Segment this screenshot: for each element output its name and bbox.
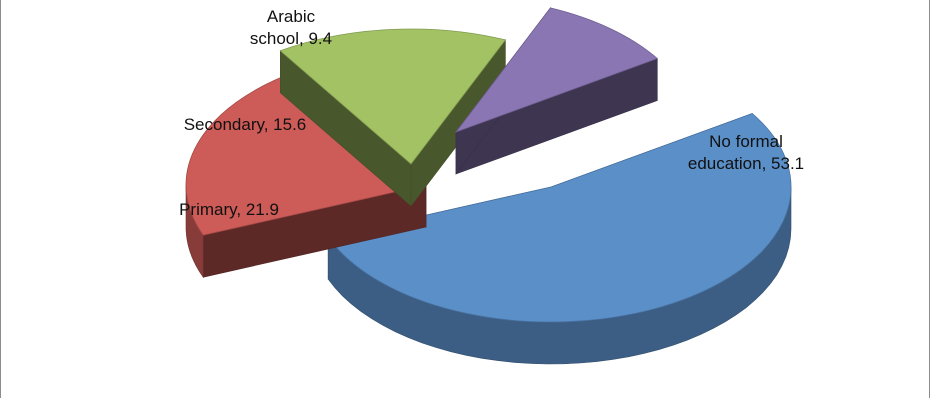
labels-layer: No formal education, 53.1 Primary, 21.9 Sec… — [179, 7, 804, 219]
label-secondary: Secondary, 15.6 — [184, 115, 307, 134]
label-primary-line: Primary, 21.9 — [179, 200, 279, 219]
slice-arabic-school — [454, 7, 659, 175]
label-arabic-school-line: Arabic — [267, 7, 316, 26]
label-no-formal-education-line: No formal — [709, 132, 783, 151]
slice-no-formal-education — [327, 113, 792, 365]
slice-secondary-top — [279, 28, 507, 165]
slice-primary-top — [185, 71, 427, 236]
slices-layer — [185, 7, 792, 365]
label-no-formal-education: No formal education, 53.1 — [688, 132, 804, 173]
label-arabic-school: Arabic school, 9.4 — [250, 7, 332, 48]
label-secondary-line: Secondary, 15.6 — [184, 115, 307, 134]
slice-arabic-school-top — [454, 7, 659, 133]
slice-secondary — [279, 28, 507, 207]
label-no-formal-education-line: education, 53.1 — [688, 154, 804, 173]
label-primary: Primary, 21.9 — [179, 200, 279, 219]
label-arabic-school-line: school, 9.4 — [250, 29, 332, 48]
slice-no-formal-education-top — [327, 113, 792, 323]
